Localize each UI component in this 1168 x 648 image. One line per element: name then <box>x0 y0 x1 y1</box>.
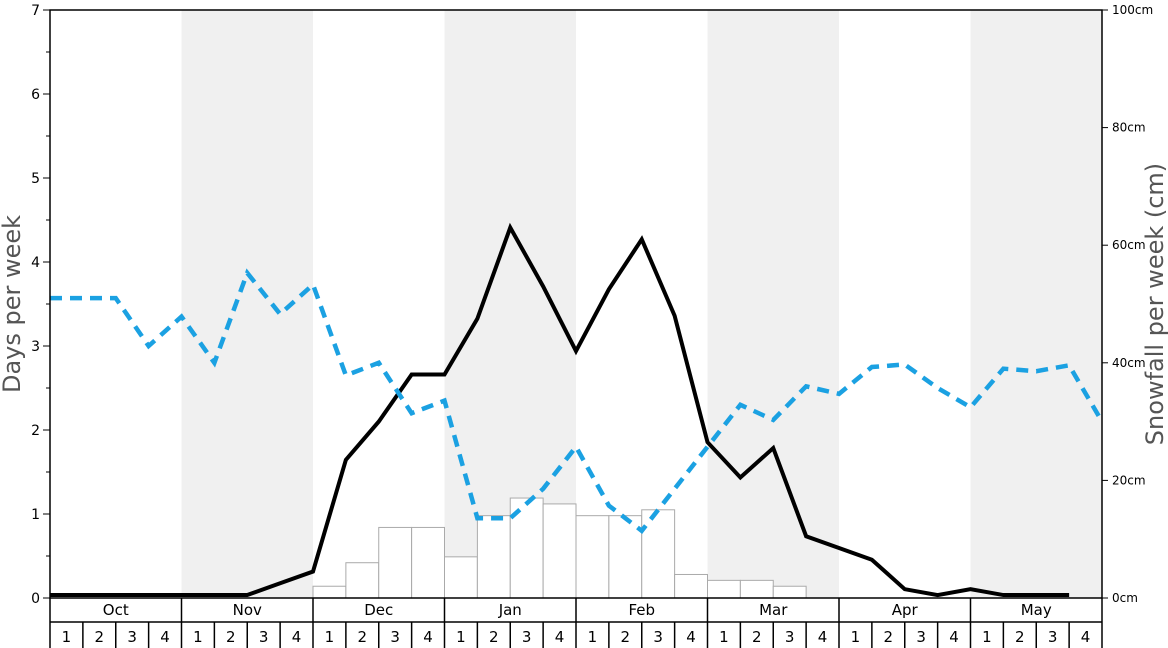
week-label: 3 <box>1048 628 1058 646</box>
week-label: 1 <box>325 628 335 646</box>
week-label: 1 <box>588 628 598 646</box>
right-tick-label: 40cm <box>1112 356 1146 370</box>
week-label: 3 <box>653 628 663 646</box>
week-label: 1 <box>851 628 861 646</box>
snowfall-bar <box>542 503 577 599</box>
snowfall-bar <box>378 526 413 599</box>
week-label: 2 <box>621 628 631 646</box>
right-tick-label: 100cm <box>1112 3 1153 17</box>
snowfall-bar <box>444 556 478 599</box>
week-label: 4 <box>686 628 696 646</box>
left-tick-label: 0 <box>31 591 40 607</box>
left-tick-label: 2 <box>31 423 40 439</box>
dashed-line-path <box>50 268 1104 534</box>
week-label: 1 <box>982 628 992 646</box>
month-label-may: May <box>1021 601 1052 619</box>
week-row: 1 2 3 4 1 2 3 4 1 2 3 4 1 2 3 4 1 2 3 4 1 2 3 4 1 2 3 4 1 2 3 4 <box>49 622 1103 648</box>
week-label: 2 <box>95 628 105 646</box>
left-tick-label: 1 <box>31 507 40 523</box>
week-label: 4 <box>818 628 828 646</box>
week-label: 2 <box>752 628 762 646</box>
right-axis: 0cm 20cm 40cm 60cm 80cm 100cm <box>1102 3 1153 605</box>
week-label: 3 <box>522 628 532 646</box>
month-label-feb: Feb <box>628 601 655 619</box>
week-label: 2 <box>884 628 894 646</box>
week-label: 3 <box>916 628 926 646</box>
left-tick-label: 5 <box>31 171 40 187</box>
snowfall-bar <box>575 515 610 599</box>
snowfall-bar <box>476 515 511 599</box>
week-label: 4 <box>1081 628 1091 646</box>
month-label-dec: Dec <box>364 601 393 619</box>
snowfall-bar <box>345 562 380 599</box>
left-axis-title: Days per week <box>0 215 26 393</box>
week-label: 4 <box>423 628 433 646</box>
week-label: 3 <box>785 628 795 646</box>
month-label-mar: Mar <box>759 601 788 619</box>
week-label: 2 <box>489 628 499 646</box>
week-label: 3 <box>259 628 269 646</box>
month-label-apr: Apr <box>892 601 919 619</box>
month-label-oct: Oct <box>103 601 129 619</box>
week-label: 1 <box>719 628 729 646</box>
right-tick-label: 0cm <box>1112 591 1138 605</box>
right-axis-title: Snowfall per week (cm) <box>1141 163 1168 445</box>
month-label-nov: Nov <box>233 601 262 619</box>
week-label: 4 <box>160 628 170 646</box>
week-label: 4 <box>555 628 565 646</box>
month-label-jan: Jan <box>498 601 522 619</box>
right-tick-label: 80cm <box>1112 121 1146 135</box>
snowfall-bar <box>411 526 445 599</box>
week-label: 2 <box>226 628 236 646</box>
snowfall-bar <box>312 585 347 599</box>
snowfall-bar <box>674 573 708 599</box>
snowfall-bar <box>707 579 741 599</box>
week-label: 2 <box>358 628 368 646</box>
week-label: 2 <box>1015 628 1025 646</box>
week-label: 4 <box>292 628 302 646</box>
week-label: 3 <box>390 628 400 646</box>
week-label: 1 <box>456 628 466 646</box>
right-tick-label: 60cm <box>1112 238 1146 252</box>
solid-line-series <box>50 222 1070 598</box>
snowfall-bar <box>641 509 676 599</box>
snowfall-bar <box>608 515 643 599</box>
week-label: 4 <box>949 628 959 646</box>
left-tick-label: 3 <box>31 339 40 355</box>
month-row: Oct Nov Dec Jan Feb Mar Apr May <box>49 598 1103 623</box>
right-tick-label: 20cm <box>1112 473 1146 487</box>
left-axis: 0 1 2 3 4 5 6 7 <box>31 3 50 607</box>
week-label: 3 <box>127 628 137 646</box>
solid-line-path <box>50 222 1070 598</box>
dashed-line-series <box>50 268 1104 534</box>
month-shade-mar <box>707 10 839 598</box>
snowfall-bar <box>739 579 774 599</box>
left-tick-label: 4 <box>31 255 40 271</box>
week-label: 1 <box>62 628 72 646</box>
left-tick-label: 6 <box>31 87 40 103</box>
month-shade-may <box>970 10 1102 598</box>
snowfall-bar <box>772 585 807 599</box>
left-tick-label: 7 <box>31 3 40 19</box>
week-label: 1 <box>193 628 203 646</box>
